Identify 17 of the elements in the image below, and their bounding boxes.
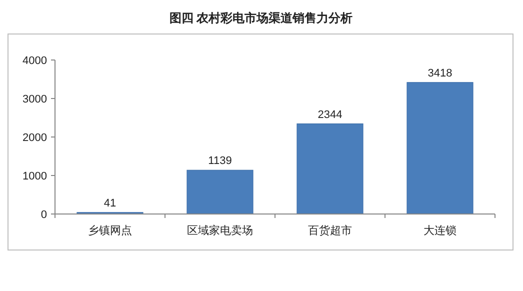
y-tick-label: 3000 <box>22 94 47 106</box>
bar <box>406 82 474 214</box>
data-label: 2344 <box>318 108 342 121</box>
y-tick-label: 2000 <box>22 132 47 144</box>
y-tick-label: 4000 <box>22 55 47 67</box>
x-tick-label: 区域家电卖场 <box>187 224 253 237</box>
bar <box>296 123 364 214</box>
chart-title: 图四 农村彩电市场渠道销售力分析 <box>169 11 353 25</box>
x-tick-label: 百货超市 <box>308 224 352 237</box>
data-label: 41 <box>104 197 116 210</box>
data-label: 1139 <box>208 155 232 168</box>
x-tick-label: 大连锁 <box>424 224 456 237</box>
y-tick-label: 0 <box>40 209 47 221</box>
bar <box>186 170 254 214</box>
y-tick-label: 1000 <box>22 170 47 182</box>
x-tick-label: 乡镇网点 <box>88 224 132 237</box>
data-label: 3418 <box>428 67 452 80</box>
